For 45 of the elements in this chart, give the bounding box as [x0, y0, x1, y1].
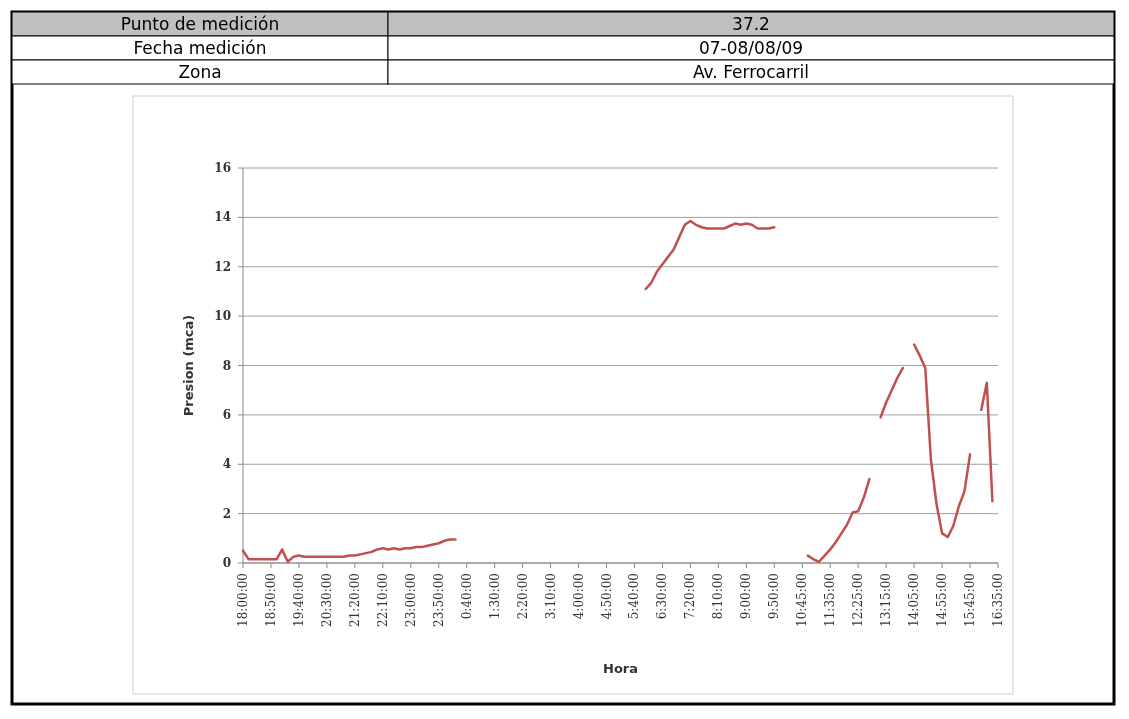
- text: Punto de medición: [120, 14, 280, 34]
- text: 07-08/08/09: [698, 38, 804, 58]
- x-tick-label: 5:40:00: [627, 573, 642, 620]
- y-tick-label: 4: [222, 457, 231, 472]
- text: Av. Ferrocarril: [692, 62, 810, 82]
- x-tick-label: 4:50:00: [599, 573, 614, 620]
- x-tick-label: 14:55:00: [935, 573, 950, 627]
- x-tick-label: 10:45:00: [795, 573, 810, 627]
- x-tick-label: 9:50:00: [767, 573, 782, 620]
- x-axis-title: Hora: [603, 661, 638, 676]
- x-tick-label: 6:30:00: [655, 573, 670, 620]
- x-tick-label: 3:10:00: [543, 573, 558, 620]
- x-tick-label: 21:20:00: [347, 573, 362, 627]
- x-tick-label: 14:05:00: [907, 573, 922, 627]
- x-tick-label: 23:00:00: [403, 573, 418, 627]
- y-tick-label: 6: [222, 407, 231, 422]
- y-tick-label: 12: [214, 259, 231, 274]
- text: Zona: [178, 62, 222, 82]
- y-axis-title: Presion (mca): [181, 314, 196, 417]
- x-tick-label: 22:10:00: [375, 573, 390, 627]
- x-tick-label: 13:15:00: [879, 573, 894, 627]
- x-tick-label: 20:30:00: [319, 573, 334, 627]
- y-tick-label: 8: [222, 358, 231, 373]
- x-tick-label: 12:25:00: [851, 573, 866, 627]
- x-tick-label: 8:10:00: [711, 573, 726, 620]
- y-tick-label: 0: [222, 556, 231, 570]
- text: Fecha medición: [133, 38, 267, 58]
- x-tick-label: 16:35:00: [991, 573, 1005, 627]
- x-tick-label: 11:35:00: [823, 573, 838, 627]
- y-tick-label: 2: [222, 506, 231, 521]
- x-tick-label: 23:50:00: [431, 573, 446, 627]
- y-tick-label: 16: [214, 161, 231, 175]
- x-tick-label: 19:40:00: [291, 573, 306, 627]
- x-tick-label: 9:00:00: [739, 573, 754, 620]
- x-tick-label: 18:50:00: [263, 573, 278, 627]
- x-tick-label: 0:40:00: [459, 573, 474, 620]
- x-tick-label: 4:00:00: [571, 573, 586, 620]
- x-tick-label: 7:20:00: [683, 573, 698, 620]
- x-tick-label: 15:45:00: [963, 573, 978, 627]
- y-tick-label: 10: [214, 309, 231, 324]
- x-tick-label: 18:00:00: [236, 573, 250, 627]
- text: 37.2: [732, 14, 770, 34]
- y-tick-label: 14: [214, 210, 231, 225]
- x-tick-label: 2:20:00: [515, 573, 530, 620]
- x-tick-label: 1:30:00: [487, 573, 502, 620]
